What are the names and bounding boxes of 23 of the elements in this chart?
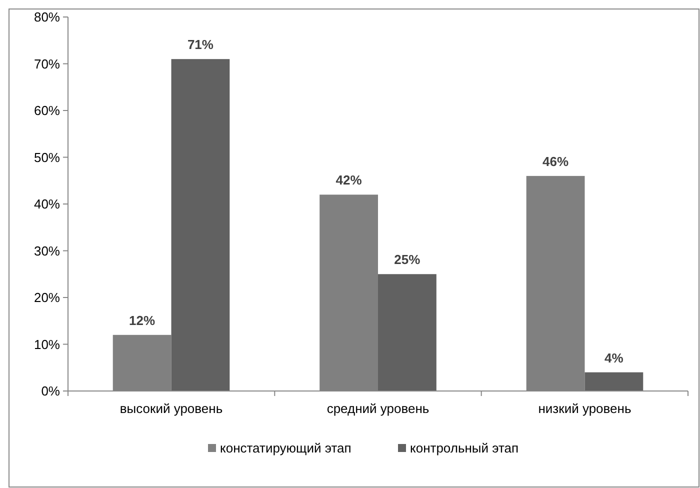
x-tick-label: низкий уровень — [538, 401, 632, 416]
data-label: 12% — [129, 312, 156, 328]
legend-label: констатирующий этап — [220, 440, 352, 456]
data-label: 71% — [187, 37, 214, 52]
y-tick-label: 50% — [34, 150, 60, 165]
y-tick-label: 70% — [34, 56, 60, 72]
bar — [378, 274, 436, 391]
y-tick-label: 0% — [41, 384, 60, 399]
data-label: 46% — [542, 154, 569, 169]
y-tick-label: 80% — [34, 10, 60, 25]
data-label: 25% — [394, 252, 421, 268]
x-tick-label: средний уровень — [326, 401, 430, 416]
legend-label: контрольный этап — [410, 440, 519, 456]
bar — [584, 372, 644, 391]
y-tick-label: 20% — [34, 290, 60, 306]
data-label: 4% — [604, 350, 624, 366]
y-tick-label: 10% — [34, 336, 60, 352]
y-tick-label: 60% — [34, 103, 60, 118]
y-tick-label: 40% — [34, 196, 60, 212]
data-label: 42% — [336, 172, 362, 188]
bar — [171, 59, 230, 391]
y-tick-label: 30% — [34, 243, 60, 258]
x-tick-label: высокий уровень — [120, 401, 223, 416]
